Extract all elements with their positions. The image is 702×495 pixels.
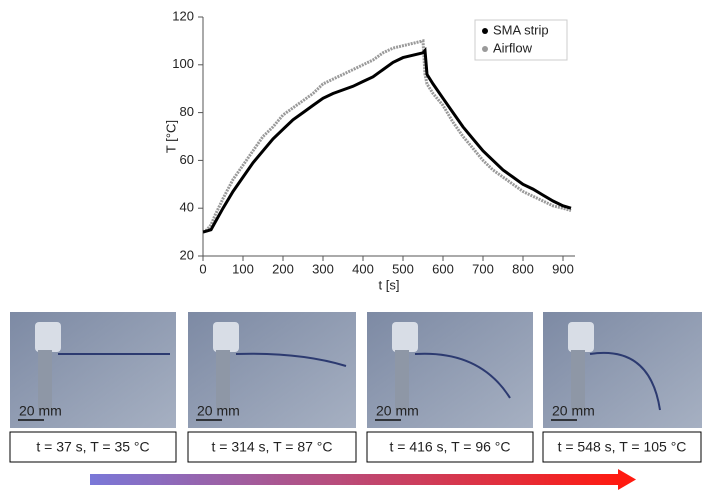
photo <box>9 312 177 463</box>
caption: t = 37 s, T = 35 °C <box>36 439 149 455</box>
x-tick-label: 100 <box>232 261 254 276</box>
x-tick-label: 300 <box>312 261 334 276</box>
scale-label: 20 mm <box>197 403 240 419</box>
progress-arrow <box>90 474 620 485</box>
scale-label: 20 mm <box>552 403 595 419</box>
caption: t = 416 s, T = 96 °C <box>389 439 510 455</box>
x-tick-label: 600 <box>432 261 454 276</box>
series-line <box>202 46 572 234</box>
y-tick-label: 100 <box>172 56 194 71</box>
photo <box>542 312 702 463</box>
x-tick-label: 400 <box>352 261 374 276</box>
x-tick-label: 500 <box>392 261 414 276</box>
y-axis-label: T [°C] <box>163 120 178 153</box>
y-tick-label: 60 <box>180 152 194 167</box>
legend-box <box>474 19 568 61</box>
y-tick-label: 80 <box>180 104 194 119</box>
scale-label: 20 mm <box>376 403 419 419</box>
x-tick-label: 0 <box>199 261 206 276</box>
photo <box>187 312 357 463</box>
x-tick-label: 200 <box>272 261 294 276</box>
y-tick-label: 20 <box>180 247 194 262</box>
x-axis-label: t [s] <box>379 277 400 292</box>
caption: t = 548 s, T = 105 °C <box>558 439 687 455</box>
caption: t = 314 s, T = 87 °C <box>211 439 332 455</box>
photo-panels <box>9 312 702 463</box>
y-tick-label: 120 <box>172 8 194 23</box>
x-tick-label: 700 <box>472 261 494 276</box>
photo <box>366 312 534 463</box>
legend-label: Airflow <box>493 40 533 55</box>
y-tick-label: 40 <box>180 200 194 215</box>
legend-marker <box>482 28 488 34</box>
scale-label: 20 mm <box>19 403 62 419</box>
series-line <box>202 39 572 234</box>
x-tick-label: 900 <box>552 261 574 276</box>
x-tick-label: 800 <box>512 261 534 276</box>
legend-marker <box>482 46 488 52</box>
legend-label: SMA strip <box>493 22 549 37</box>
arrow-head <box>618 469 636 490</box>
